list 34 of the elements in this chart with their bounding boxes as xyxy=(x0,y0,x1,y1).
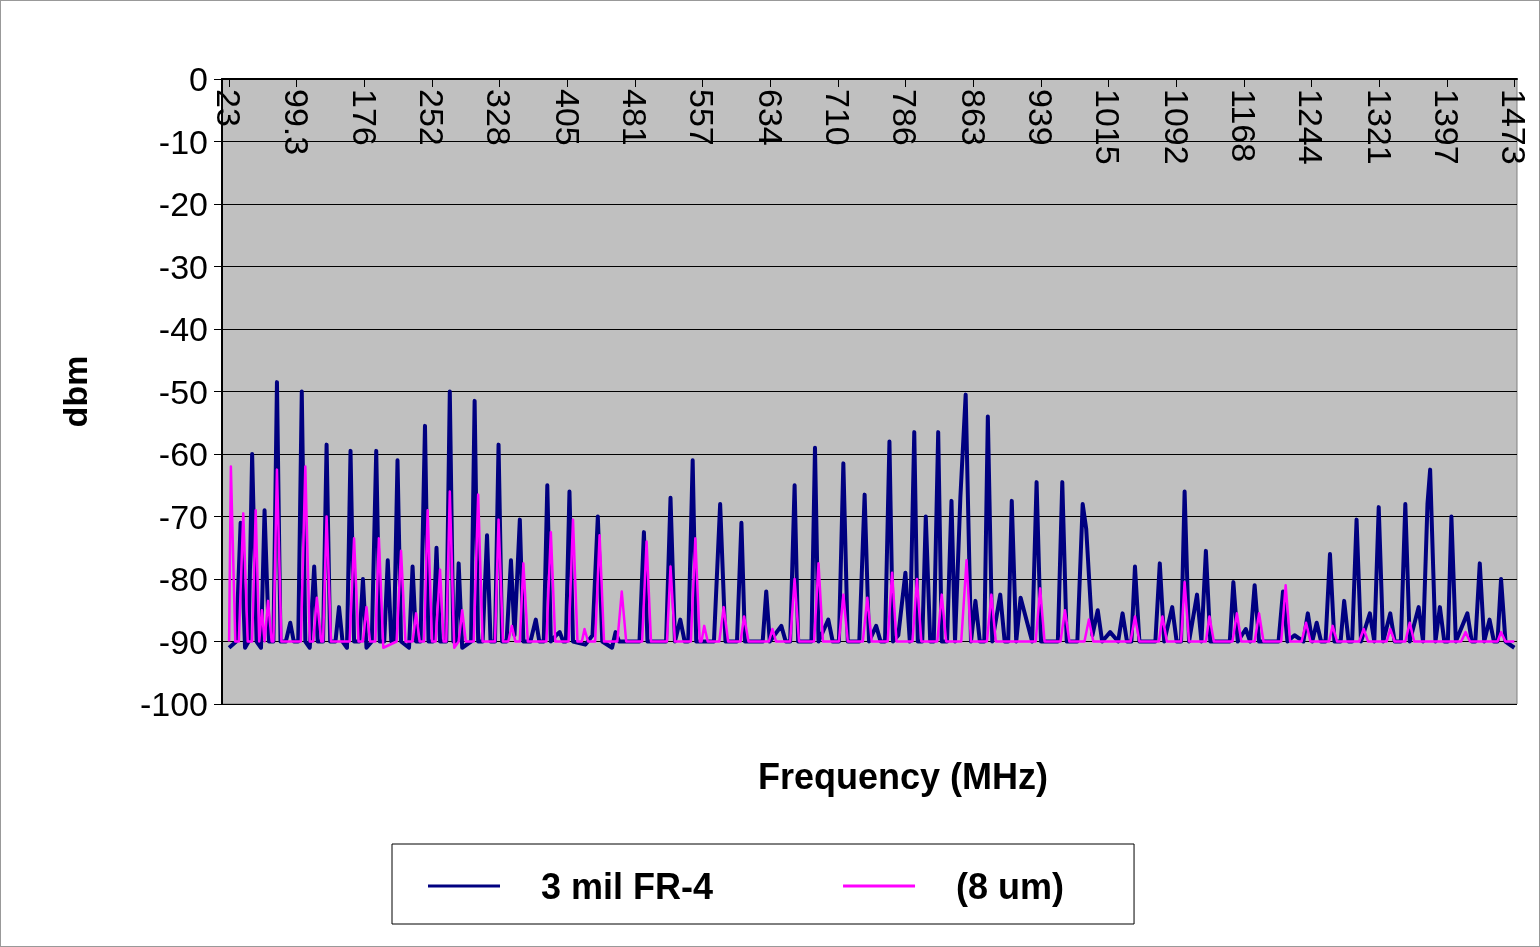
legend-label: 3 mil FR-4 xyxy=(541,865,714,907)
x-tick-label: 1244 xyxy=(1292,89,1331,165)
x-tick-label: 863 xyxy=(954,89,993,146)
y-tick-label: -80 xyxy=(158,560,208,598)
x-tick-label: 328 xyxy=(480,89,519,146)
x-tick-label: 939 xyxy=(1022,89,1061,146)
x-tick-label: 1397 xyxy=(1427,89,1466,165)
x-tick-label: 1015 xyxy=(1089,89,1128,165)
x-tick-label: 481 xyxy=(616,89,655,146)
x-tick-label: 557 xyxy=(683,89,722,146)
y-tick-label: -100 xyxy=(139,685,208,723)
x-tick-label: 176 xyxy=(345,89,384,146)
x-axis-title: Frequency (MHz) xyxy=(757,755,1049,797)
x-tick-label: 99.3 xyxy=(277,89,316,156)
y-axis-title: dbm xyxy=(56,355,94,428)
y-tick-label: -10 xyxy=(158,122,208,161)
y-tick-label: -90 xyxy=(158,622,208,661)
y-tick-label: -20 xyxy=(158,185,208,223)
y-tick-label: -40 xyxy=(158,310,208,348)
x-tick-label: 252 xyxy=(413,89,452,146)
y-tick-label: -30 xyxy=(158,247,208,286)
x-tick-label: 786 xyxy=(886,89,925,146)
y-tick-label: 0 xyxy=(189,60,208,98)
x-tick-label: 1321 xyxy=(1360,89,1399,165)
line-series xyxy=(227,465,1516,649)
x-tick-label: 1168 xyxy=(1225,89,1263,163)
y-tick-label: -50 xyxy=(158,372,208,411)
y-tick-label: -60 xyxy=(158,435,208,473)
x-tick-label: 405 xyxy=(548,89,587,146)
legend-label: (8 um) xyxy=(956,865,1065,907)
x-tick-label: 634 xyxy=(751,89,790,146)
y-tick-label: -70 xyxy=(158,497,208,536)
x-tick-label: 1473 xyxy=(1495,89,1534,165)
x-tick-label: 1092 xyxy=(1157,89,1196,165)
